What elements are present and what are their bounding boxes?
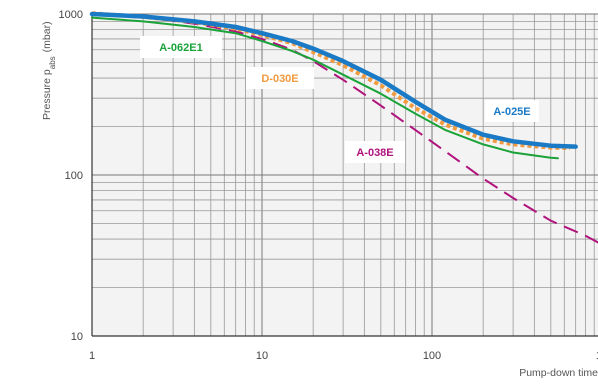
y-tick-label: 100 [65, 170, 83, 182]
series-line-a-062e1 [91, 16, 559, 160]
x-tick-label: 10 [596, 350, 598, 362]
x-axis-label: Pump-down time [519, 367, 598, 379]
series-label-a-025e: A-025E [485, 100, 539, 122]
x-tick-label: 10 [256, 350, 268, 362]
y-axis-label: Pressure pabs(mbar) [41, 21, 57, 120]
tick-labels: 1 10 100 10 1000 100 10 [59, 9, 598, 362]
series-layer [89, 11, 598, 244]
y-tick-label: 1000 [59, 9, 83, 21]
x-tick-label: 1 [89, 350, 95, 362]
x-tick-label: 100 [423, 350, 441, 362]
series-line-d-030e [91, 11, 571, 151]
series-label-a-038e: A-038E [345, 141, 405, 163]
series-label-text: D-030E [261, 73, 298, 85]
series-label-box [140, 36, 222, 58]
series-label-box [345, 141, 405, 163]
series-label-box [485, 100, 539, 122]
y-tick-label: 10 [71, 331, 83, 343]
series-label-text: A-062E1 [159, 42, 202, 54]
series-line-a-038e [91, 13, 598, 244]
series-labels: A-038E A-062E1 D-030E A-025E [140, 36, 539, 163]
series-label-text: A-025E [493, 106, 530, 118]
series-label-box [246, 67, 314, 89]
series-label-d-030e: D-030E [246, 67, 314, 89]
series-label-text: A-038E [356, 147, 393, 159]
series-line-a-025e [89, 11, 578, 149]
series-label-a-062e1: A-062E1 [140, 36, 222, 58]
